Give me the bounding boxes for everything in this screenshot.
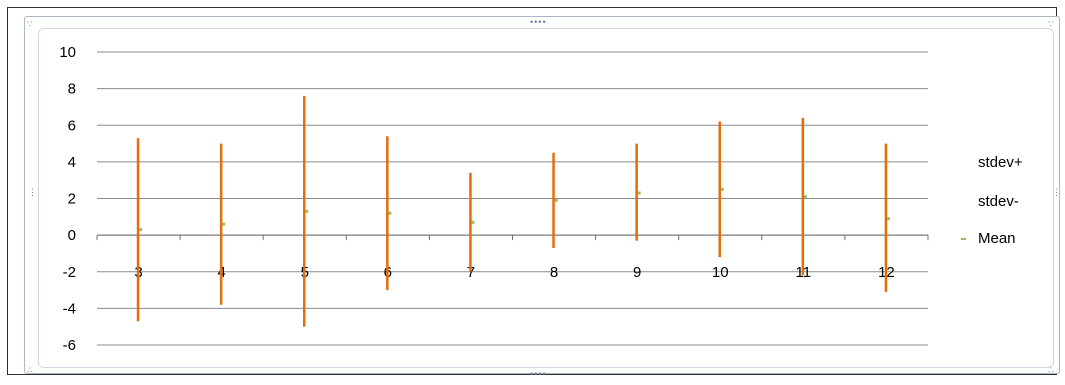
resize-handle-top-right[interactable]: ∵ [1048, 19, 1055, 29]
mean-point [637, 191, 641, 195]
legend-entry: Mean [978, 230, 1016, 247]
resize-handle-bottom[interactable]: •••• [530, 369, 547, 379]
resize-handle-top-left[interactable]: ∵ [27, 19, 34, 29]
legend-entry: stdev- [978, 193, 1019, 210]
y-tick-label: -6 [63, 337, 76, 354]
mean-point [720, 187, 724, 191]
mean-point [803, 195, 807, 199]
y-tick-label: 0 [68, 227, 76, 244]
resize-handle-left[interactable]: ⋮ [28, 187, 38, 197]
y-tick-label: 10 [59, 44, 76, 61]
resize-handle-bottom-right[interactable]: ∴ [1048, 365, 1055, 375]
plot-area-border [38, 28, 1054, 368]
mean-point [222, 222, 226, 226]
mean-point [139, 228, 143, 232]
mean-point [554, 198, 558, 202]
y-tick-label: 2 [68, 191, 76, 208]
mean-point [388, 211, 392, 215]
mean-point [886, 217, 890, 221]
mean-point [305, 209, 309, 213]
legend-entry: stdev+ [978, 154, 1023, 171]
y-tick-label: -4 [63, 300, 76, 317]
x-tick-label: 9 [633, 264, 641, 281]
chart-frame [24, 16, 1060, 374]
x-tick-label: 10 [712, 264, 729, 281]
resize-handle-right[interactable]: ⋮ [1052, 187, 1062, 197]
resize-handle-top[interactable]: •••• [530, 17, 547, 27]
y-tick-label: 4 [68, 154, 76, 171]
mean-point [471, 220, 475, 224]
y-tick-label: -2 [63, 264, 76, 281]
resize-handle-bottom-left[interactable]: ∴ [27, 365, 34, 375]
y-tick-label: 8 [68, 81, 76, 98]
y-tick-label: 6 [68, 117, 76, 134]
x-tick-label: 8 [550, 264, 558, 281]
legend-marker-mean [961, 238, 966, 240]
x-tick-label: 7 [467, 264, 475, 281]
